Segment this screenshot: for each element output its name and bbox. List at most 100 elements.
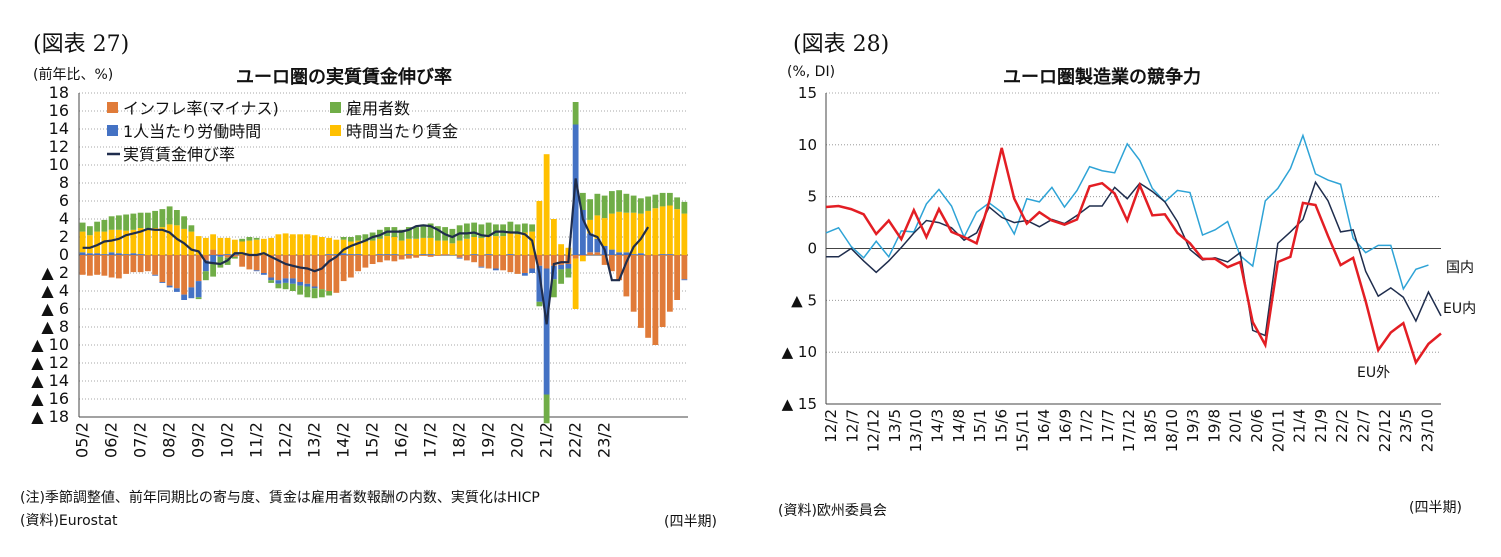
bar-inflation bbox=[115, 255, 122, 279]
bar-hourly_wage bbox=[231, 239, 238, 255]
bar-employees bbox=[405, 227, 412, 239]
bar-employees bbox=[289, 283, 296, 291]
bar-inflation bbox=[637, 255, 644, 328]
line-eu_inside bbox=[826, 180, 1442, 337]
bar-employees bbox=[550, 279, 557, 298]
bar-inflation bbox=[485, 255, 492, 269]
x-tick-label: 15/11 bbox=[1014, 409, 1032, 452]
bar-employees bbox=[630, 195, 637, 213]
bar-hourly_wage bbox=[456, 240, 463, 255]
bar-hours bbox=[427, 254, 434, 255]
y-tick-label: 0 bbox=[59, 245, 69, 264]
bar-inflation bbox=[536, 255, 543, 266]
bar-hours bbox=[565, 264, 572, 269]
bar-inflation bbox=[195, 255, 202, 282]
x-tick-label: 14/2 bbox=[334, 422, 353, 458]
bar-inflation bbox=[362, 255, 369, 268]
bar-hours bbox=[115, 253, 122, 255]
bar-hours bbox=[94, 253, 101, 255]
bar-employees bbox=[297, 285, 304, 295]
y-tick-label: 15 bbox=[798, 84, 817, 102]
bar-employees bbox=[355, 235, 362, 241]
bar-employees bbox=[123, 214, 130, 231]
right-figure-label: (図表 28) bbox=[793, 32, 890, 57]
bar-inflation bbox=[224, 255, 231, 258]
right-chart-title: ユーロ圏製造業の競争力 bbox=[1003, 67, 1201, 88]
bar-hours bbox=[340, 253, 347, 255]
bar-hours bbox=[101, 254, 108, 255]
bar-employees bbox=[558, 269, 565, 284]
bar-hours bbox=[297, 282, 304, 286]
bar-inflation bbox=[579, 255, 586, 256]
bar-inflation bbox=[471, 255, 478, 263]
bar-inflation bbox=[681, 255, 688, 280]
x-tick-label: 18/2 bbox=[450, 422, 469, 458]
bar-hours bbox=[217, 255, 224, 257]
x-tick-label: 21/4 bbox=[1291, 409, 1309, 443]
bar-inflation bbox=[623, 255, 630, 297]
bar-hourly_wage bbox=[224, 237, 231, 255]
y-tick-label: 0 bbox=[807, 240, 817, 258]
bar-hourly_wage bbox=[326, 237, 333, 255]
bar-employees bbox=[166, 206, 173, 225]
bar-inflation bbox=[86, 255, 93, 276]
bar-employees bbox=[152, 210, 159, 228]
bar-hourly_wage bbox=[376, 238, 383, 255]
series-label-eu-inside: EU内 bbox=[1443, 301, 1476, 317]
bar-employees bbox=[500, 224, 507, 237]
y-tick-label: 14 bbox=[49, 119, 69, 138]
bar-hourly_wage bbox=[674, 209, 681, 255]
bar-employees bbox=[666, 192, 673, 206]
bar-hourly_wage bbox=[594, 215, 601, 239]
x-tick-label: 17/12 bbox=[1120, 409, 1138, 452]
bar-inflation bbox=[340, 255, 347, 282]
bar-inflation bbox=[500, 255, 507, 271]
bar-hourly_wage bbox=[181, 228, 188, 255]
bar-hourly_wage bbox=[275, 234, 282, 255]
bar-employees bbox=[674, 197, 681, 210]
bar-employees bbox=[239, 238, 246, 242]
bar-inflation bbox=[239, 255, 246, 267]
bar-inflation bbox=[159, 255, 166, 282]
x-tick-label: 23/5 bbox=[1397, 409, 1415, 443]
bar-inflation bbox=[514, 255, 521, 274]
bar-hourly_wage bbox=[246, 240, 253, 255]
bar-inflation bbox=[478, 255, 485, 267]
bar-inflation bbox=[587, 252, 594, 255]
bar-hourly_wage bbox=[413, 238, 420, 255]
bar-hourly_wage bbox=[130, 229, 137, 254]
bar-inflation bbox=[572, 255, 579, 259]
x-tick-label: 09/2 bbox=[189, 422, 208, 458]
bar-hours bbox=[224, 254, 231, 255]
bar-employees bbox=[202, 271, 209, 281]
bar-inflation bbox=[456, 255, 463, 258]
bar-inflation bbox=[521, 255, 528, 273]
bar-hourly_wage bbox=[645, 210, 652, 255]
bar-inflation bbox=[173, 255, 180, 289]
bar-hours bbox=[275, 280, 282, 284]
bar-hourly_wage bbox=[572, 258, 579, 309]
y-tick-label: ▲ 4 bbox=[41, 281, 69, 300]
bar-inflation bbox=[318, 255, 325, 290]
y-tick-label: 12 bbox=[49, 137, 69, 156]
bar-inflation bbox=[253, 255, 260, 271]
x-tick-label: 22/7 bbox=[1355, 409, 1373, 443]
bar-hourly_wage bbox=[623, 212, 630, 253]
bar-hourly_wage bbox=[449, 243, 456, 255]
x-tick-label: 13/2 bbox=[305, 422, 324, 458]
bar-employees bbox=[275, 283, 282, 289]
bar-inflation bbox=[333, 255, 340, 293]
bar-hours bbox=[630, 254, 637, 255]
bar-hours bbox=[195, 281, 202, 298]
bar-inflation bbox=[268, 255, 275, 278]
x-tick-label: 22/2 bbox=[566, 422, 585, 458]
left-unit-label: (前年比、%) bbox=[33, 67, 114, 83]
bar-hours bbox=[666, 254, 673, 255]
bar-employees bbox=[268, 280, 275, 283]
bar-inflation bbox=[420, 255, 427, 256]
bar-inflation bbox=[645, 255, 652, 338]
bar-employees bbox=[347, 237, 354, 242]
series-label-domestic: 国内 bbox=[1446, 260, 1474, 276]
bar-inflation bbox=[434, 255, 441, 256]
bar-hourly_wage bbox=[347, 241, 354, 255]
